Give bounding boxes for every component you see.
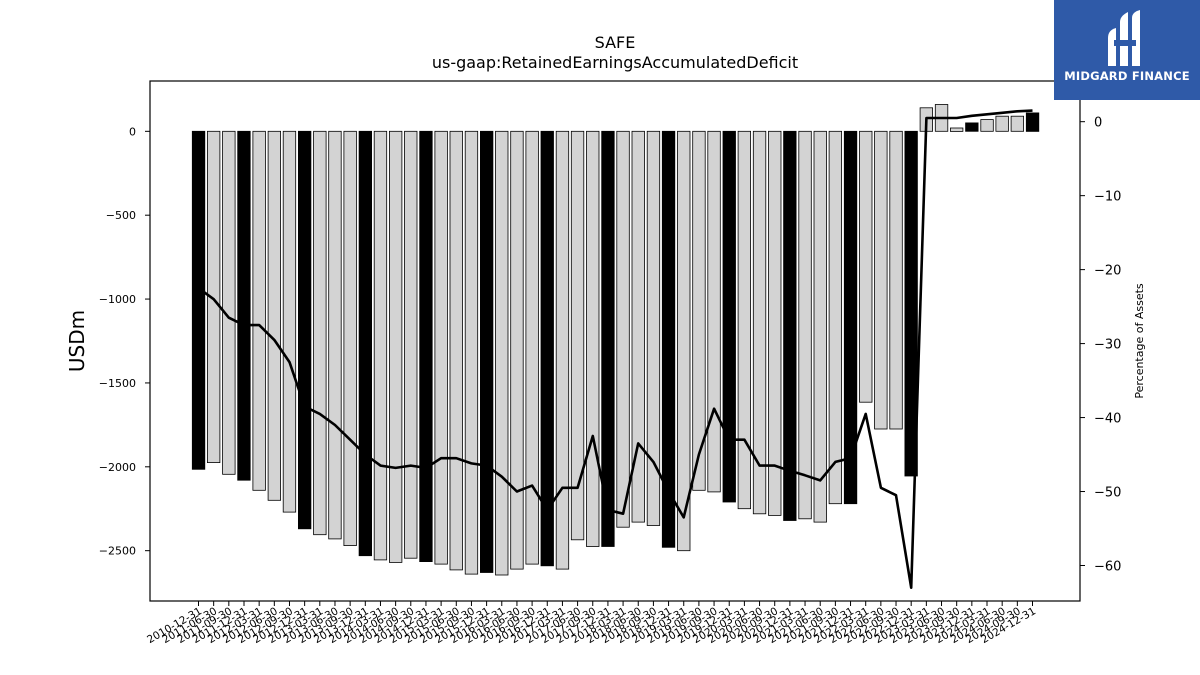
bar	[1025, 112, 1040, 132]
bar	[677, 130, 691, 552]
midgard-logo-icon	[1108, 10, 1140, 66]
bar	[1010, 115, 1024, 132]
bar	[843, 130, 858, 505]
brand-logo: MIDGARD FINANCE	[1054, 0, 1200, 100]
y2-tick-label: −30	[1094, 338, 1121, 353]
bar	[752, 130, 767, 515]
left-axis: 0 −500 −1000 −1500 −2000 −2500	[99, 125, 150, 558]
bar	[631, 130, 645, 523]
bar	[874, 130, 888, 430]
bar	[464, 130, 479, 575]
bar	[282, 130, 297, 513]
y-axis-label: USDm	[65, 310, 89, 372]
y-tick-label: −2000	[99, 461, 136, 474]
y2-axis-label: Percentage of Assets	[1133, 283, 1146, 399]
bar-series	[191, 104, 1040, 576]
y2-tick-label: 0	[1094, 116, 1102, 131]
percentage-line	[197, 109, 1033, 590]
bar	[404, 130, 418, 559]
bar	[358, 130, 373, 557]
bar	[525, 130, 539, 565]
bar	[904, 130, 918, 477]
bar	[388, 130, 403, 563]
y-tick-label: −1500	[99, 377, 136, 390]
bar	[313, 130, 327, 536]
bar	[540, 130, 554, 567]
bar	[707, 130, 721, 493]
bar	[237, 130, 251, 481]
bar	[995, 115, 1009, 132]
bar	[449, 130, 463, 571]
x-axis: 2010-12-312011-06-302011-09-302011-12-31…	[145, 601, 1038, 646]
chart-subtitle: us-gaap:RetainedEarningsAccumulatedDefic…	[432, 53, 798, 72]
bar	[343, 130, 357, 546]
y2-tick-label: −40	[1094, 412, 1121, 427]
bar	[555, 130, 570, 570]
bar	[191, 130, 206, 470]
bar	[798, 130, 812, 520]
bar	[813, 130, 827, 523]
bar	[328, 130, 342, 540]
bar	[828, 130, 842, 505]
bar	[783, 130, 797, 521]
bar	[661, 130, 676, 548]
bar	[267, 130, 282, 501]
right-axis: 0 −10 −20 −30 −40 −50 −60	[1080, 116, 1121, 574]
bar	[722, 130, 736, 503]
y2-tick-label: −50	[1094, 486, 1121, 501]
bar	[252, 130, 266, 491]
bar	[980, 119, 994, 132]
y2-tick-label: −10	[1094, 190, 1121, 205]
chart-title: SAFE	[595, 33, 636, 52]
y-tick-label: 0	[129, 125, 136, 138]
line-series	[197, 109, 1033, 590]
y-tick-label: −500	[106, 209, 136, 222]
bar	[889, 130, 903, 430]
y2-tick-label: −20	[1094, 264, 1121, 279]
y2-tick-label: −60	[1094, 559, 1121, 574]
bar	[646, 130, 661, 526]
bar	[692, 130, 706, 491]
bar	[570, 130, 585, 541]
bar	[434, 130, 448, 565]
bar	[737, 130, 751, 510]
bar	[601, 130, 615, 547]
bar	[510, 130, 524, 570]
plot-frame	[149, 80, 1081, 602]
bar	[419, 130, 433, 562]
bar	[373, 130, 388, 561]
bar	[950, 127, 964, 132]
bar	[297, 130, 312, 530]
y-tick-label: −2500	[99, 545, 136, 558]
bar	[222, 130, 236, 475]
bar	[479, 130, 494, 573]
bar	[495, 130, 509, 576]
bar	[859, 130, 873, 403]
bar	[206, 130, 221, 463]
brand-logo-text: MIDGARD FINANCE	[1064, 69, 1190, 83]
y-tick-label: −1000	[99, 293, 136, 306]
bar	[768, 130, 782, 516]
bar	[586, 130, 600, 547]
bar	[616, 130, 630, 528]
bar	[965, 122, 979, 132]
